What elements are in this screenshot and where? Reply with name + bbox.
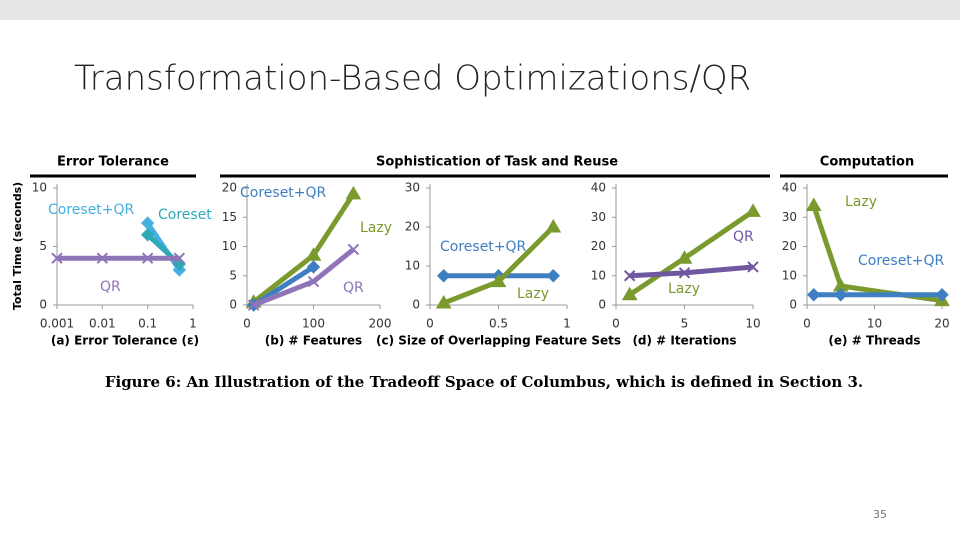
y-tick-label: 0 bbox=[39, 298, 47, 312]
series-label: Coreset+QR bbox=[858, 253, 945, 269]
marker bbox=[347, 243, 360, 256]
series-label: QR bbox=[100, 279, 121, 295]
marker bbox=[141, 252, 154, 264]
x-tick-label: 1 bbox=[563, 317, 571, 331]
y-tick-label: 30 bbox=[405, 181, 420, 195]
y-tick-label: 20 bbox=[782, 239, 797, 253]
marker bbox=[96, 252, 109, 264]
y-tick-label: 10 bbox=[591, 268, 606, 282]
y-tick-label: 10 bbox=[222, 239, 237, 253]
marker bbox=[345, 185, 362, 200]
marker bbox=[546, 269, 561, 283]
top-band bbox=[0, 0, 960, 20]
marker bbox=[173, 252, 186, 264]
x-tick-label: 0 bbox=[243, 317, 251, 331]
series-label: Coreset bbox=[158, 207, 212, 223]
y-tick-label: 30 bbox=[591, 210, 606, 224]
group-header: Computation bbox=[820, 155, 914, 170]
x-tick-label: 0 bbox=[612, 317, 620, 331]
marker bbox=[490, 273, 507, 288]
x-tick-label: 10 bbox=[745, 317, 760, 331]
series-label: QR bbox=[343, 280, 364, 296]
y-tick-label: 5 bbox=[229, 268, 237, 282]
x-tick-label: 10 bbox=[867, 317, 882, 331]
y-tick-label: 0 bbox=[789, 298, 797, 312]
marker bbox=[676, 250, 693, 264]
y-tick-label: 20 bbox=[591, 239, 606, 253]
page-number: 35 bbox=[873, 508, 887, 521]
marker bbox=[935, 288, 949, 302]
series-label: Coreset+QR bbox=[240, 185, 327, 201]
series-label: QR bbox=[733, 229, 754, 245]
marker bbox=[834, 288, 848, 302]
y-tick-label: 0 bbox=[598, 298, 606, 312]
series-line bbox=[629, 264, 754, 279]
series-label: Lazy bbox=[517, 286, 549, 302]
y-tick-label: 20 bbox=[405, 220, 420, 234]
series-label: Coreset+QR bbox=[48, 202, 135, 218]
y-tick-label: 10 bbox=[32, 181, 47, 195]
marker bbox=[545, 219, 562, 233]
x-axis-label: (a) Error Tolerance (ε) bbox=[51, 334, 199, 348]
marker bbox=[747, 261, 759, 273]
y-tick-label: 40 bbox=[782, 181, 797, 195]
x-tick-label: 200 bbox=[369, 317, 392, 331]
x-axis-label: (c) Size of Overlapping Feature Sets bbox=[376, 334, 621, 348]
series-label: Lazy bbox=[845, 194, 877, 210]
marker bbox=[623, 270, 636, 282]
series-line bbox=[252, 247, 355, 308]
x-tick-label: 100 bbox=[302, 317, 325, 331]
marker bbox=[621, 286, 638, 301]
x-tick-label: 0.1 bbox=[138, 317, 157, 331]
marker bbox=[435, 295, 452, 309]
slide-title: Transformation-Based Optimizations/QR bbox=[74, 59, 751, 99]
x-tick-label: 0 bbox=[803, 317, 811, 331]
series-label: Coreset+QR bbox=[440, 239, 527, 255]
series-label: Lazy bbox=[668, 281, 700, 297]
marker bbox=[436, 269, 451, 283]
y-tick-label: 0 bbox=[412, 298, 420, 312]
marker bbox=[678, 267, 691, 279]
marker bbox=[51, 252, 63, 264]
y-tick-label: 0 bbox=[229, 298, 237, 312]
x-tick-label: 0 bbox=[426, 317, 434, 331]
y-tick-label: 10 bbox=[405, 259, 420, 273]
y-tick-label: 20 bbox=[222, 181, 237, 195]
x-tick-label: 0.001 bbox=[40, 317, 74, 331]
x-tick-label: 20 bbox=[934, 317, 949, 331]
group-header: Error Tolerance bbox=[57, 155, 169, 170]
marker bbox=[247, 299, 260, 311]
x-axis-label: (e) # Threads bbox=[828, 334, 920, 348]
marker bbox=[807, 288, 821, 302]
marker bbox=[307, 275, 320, 288]
x-tick-label: 0.5 bbox=[489, 317, 508, 331]
y-tick-label: 40 bbox=[591, 181, 606, 195]
x-tick-label: 1 bbox=[189, 317, 197, 331]
x-tick-label: 5 bbox=[681, 317, 689, 331]
y-tick-label: 5 bbox=[39, 239, 47, 253]
y-tick-label: 15 bbox=[222, 210, 237, 224]
marker bbox=[745, 203, 761, 217]
marker bbox=[306, 260, 321, 274]
y-tick-label: 30 bbox=[782, 210, 797, 224]
y-tick-label: 10 bbox=[782, 268, 797, 282]
y-axis-label: Total Time (seconds) bbox=[11, 182, 24, 310]
series-label: Lazy bbox=[360, 220, 392, 236]
caption: Figure 6: An Illustration of the Tradeof… bbox=[105, 373, 863, 391]
group-header: Sophistication of Task and Reuse bbox=[376, 155, 618, 170]
x-tick-label: 0.01 bbox=[89, 317, 116, 331]
marker bbox=[805, 197, 822, 212]
x-axis-label: (b) # Features bbox=[265, 334, 362, 348]
marker bbox=[140, 228, 155, 242]
x-axis-label: (d) # Iterations bbox=[632, 334, 736, 348]
